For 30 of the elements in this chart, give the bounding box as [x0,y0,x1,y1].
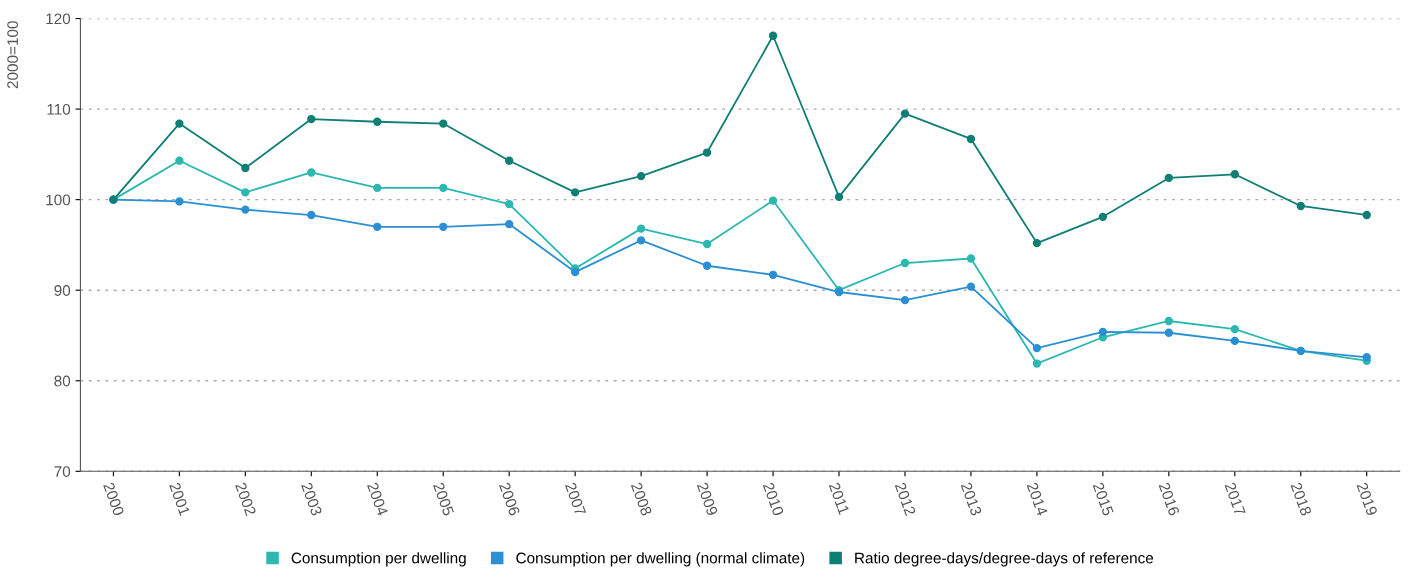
legend-label: Consumption per dwelling [291,552,466,567]
y-tick-label: 120 [46,13,71,25]
y-tick-label: 110 [47,103,71,115]
x-tick-label: 2004 [366,481,389,517]
x-tick-label: 2013 [960,481,982,517]
x-tick-label: 2015 [1092,481,1114,517]
x-tick-label: 2016 [1158,481,1180,517]
x-tick-label: 2017 [1224,481,1246,517]
x-tick-label: 2019 [1356,481,1378,517]
y-tick-label: 100 [46,194,71,206]
x-tick-label: 2008 [630,481,653,517]
x-tick-label: 2006 [498,481,521,517]
y-tick-label: 80 [54,375,71,387]
x-tick-label: 2001 [169,481,191,517]
legend-label: Ratio degree-days/degree-days of reference [855,552,1154,567]
x-tick-label: 2011 [828,481,850,516]
x-tick-label: 2009 [696,481,719,517]
y-axis-title: 2000=100 [7,21,19,89]
legend-label: Consumption per dwelling (normal climate) [516,552,805,567]
x-tick-label: 2010 [762,481,785,517]
x-tick-label: 2007 [564,481,587,517]
x-tick-label: 2000 [103,481,125,517]
x-tick-label: 2003 [301,481,323,517]
x-tick-label: 2005 [432,481,455,517]
x-tick-label: 2014 [1026,481,1048,517]
x-tick-label: 2018 [1290,481,1312,517]
x-tick-label: 2002 [235,481,257,517]
x-tick-label: 2012 [894,481,916,517]
y-tick-label: 90 [54,285,71,296]
y-tick-label: 70 [54,466,71,477]
